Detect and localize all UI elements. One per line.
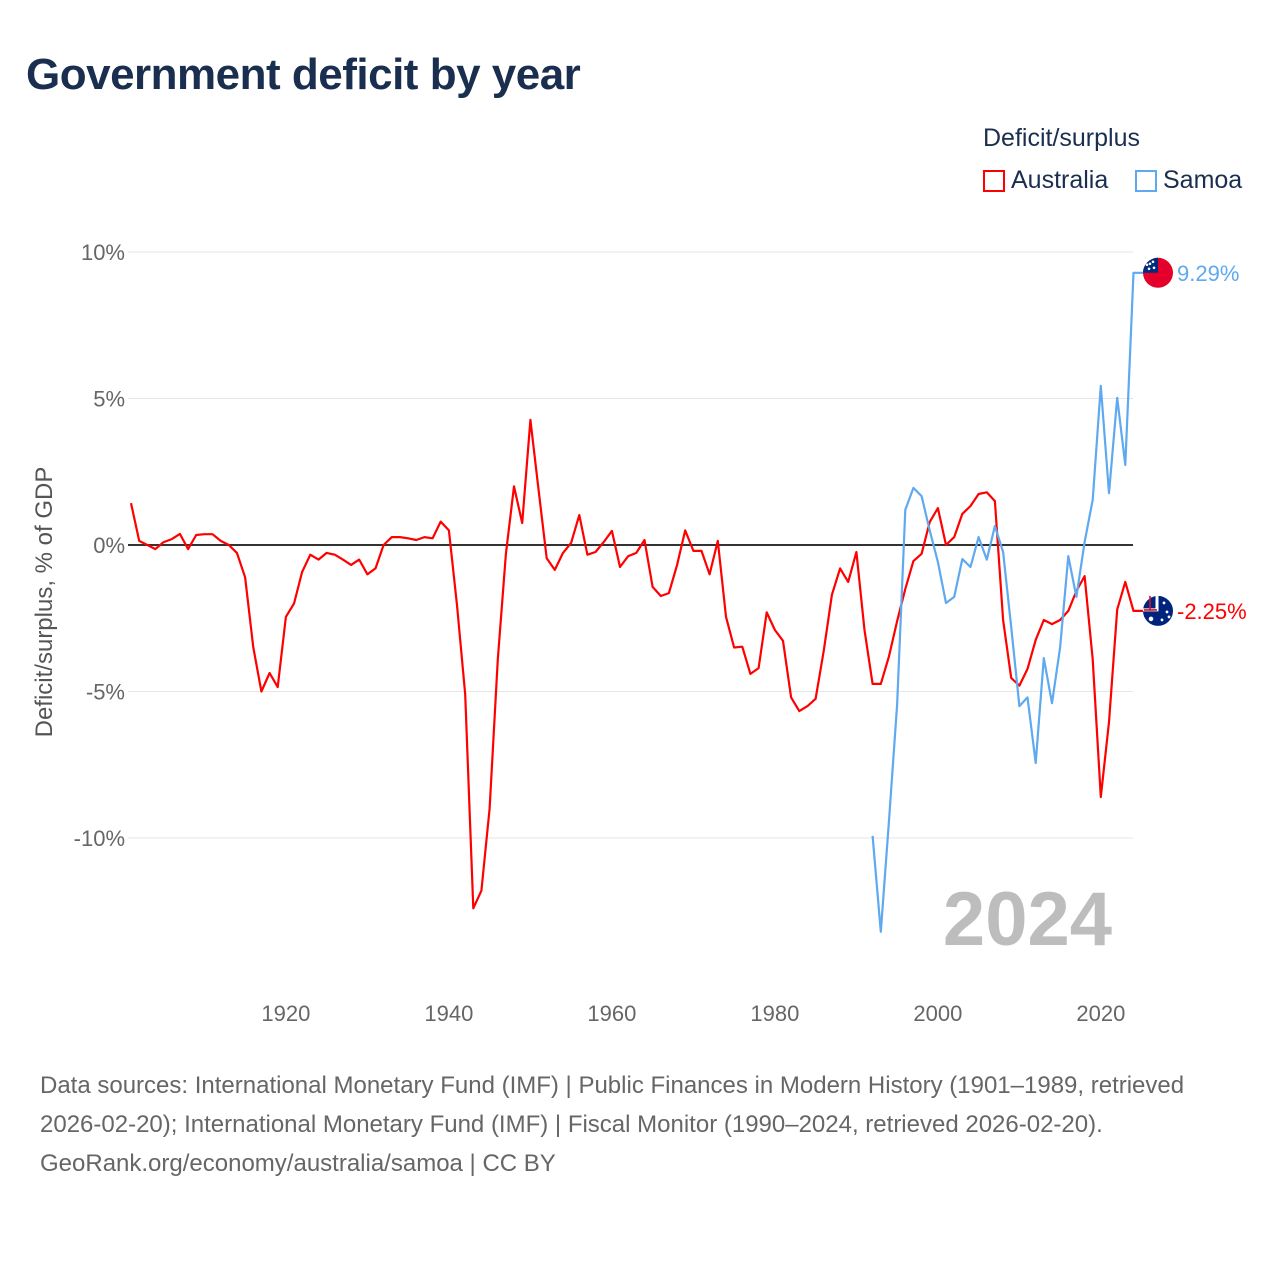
x-tick-label: 1920	[261, 1001, 310, 1026]
footer: Data sources: International Monetary Fun…	[40, 1066, 1240, 1183]
legend-label: Samoa	[1163, 166, 1243, 194]
flag-star	[1152, 266, 1156, 270]
year-watermark: 2024	[943, 877, 1112, 962]
x-tick-label: 2020	[1076, 1001, 1125, 1026]
flag-cross-red	[1144, 595, 1157, 611]
y-tick-label: 10%	[81, 240, 125, 265]
series-line-samoa	[871, 271, 1145, 933]
flag-star	[1151, 260, 1155, 264]
flag-star	[1160, 618, 1164, 622]
legend-title: Deficit/surplus	[983, 124, 1140, 152]
chart-plot: 10% 5% 0% -5% -10% 1920 1940 1960 1980 2000 2020 2…	[74, 240, 1247, 1026]
flag-star	[1148, 616, 1154, 622]
flag-star	[1148, 262, 1152, 266]
flag-star	[1167, 615, 1171, 619]
x-tick-label: 1940	[424, 1001, 473, 1026]
y-tick-label: 5%	[93, 387, 125, 412]
chart-title: Government deficit by year	[26, 50, 581, 99]
y-tick-label: -5%	[86, 680, 125, 705]
end-value-label-samoa: 9.29%	[1177, 261, 1239, 286]
flag-star	[1147, 267, 1151, 271]
x-tick-label: 1980	[750, 1001, 799, 1026]
legend-swatch-australia	[983, 169, 1005, 192]
flag-star	[1145, 263, 1149, 267]
x-tick-label: 1960	[587, 1001, 636, 1026]
attribution-link[interactable]: GeoRank.org/economy/australia/samoa | CC…	[40, 1150, 556, 1177]
x-tick-label: 2000	[913, 1001, 962, 1026]
flag-star	[1165, 610, 1169, 614]
flag-canton	[1143, 257, 1158, 273]
legend-label: Australia	[1011, 166, 1109, 194]
legend-swatch-samoa	[1135, 169, 1157, 192]
series-line-australia	[129, 418, 1145, 910]
data-sources: Data sources: International Monetary Fun…	[40, 1072, 1185, 1138]
australia-flag-icon	[1143, 595, 1173, 626]
legend-item-australia[interactable]: Australia	[983, 166, 1108, 195]
y-tick-label: 0%	[93, 533, 125, 558]
end-value-label-australia: -2.25%	[1177, 599, 1247, 624]
y-tick-label: -10%	[74, 826, 125, 851]
legend-item-samoa[interactable]: Samoa	[1135, 166, 1242, 195]
samoa-flag-icon	[1143, 257, 1173, 288]
flag-star	[1162, 601, 1166, 605]
